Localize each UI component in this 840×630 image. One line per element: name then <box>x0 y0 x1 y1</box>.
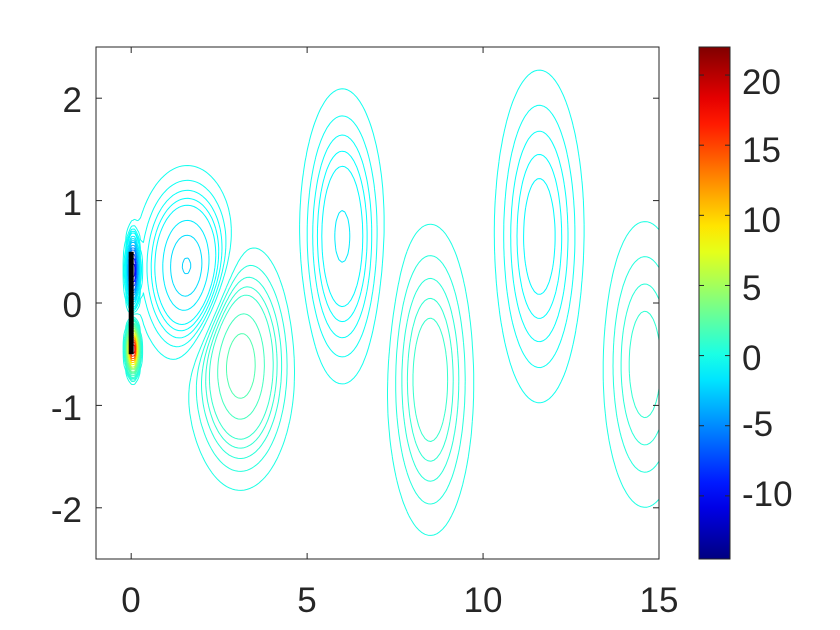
x-tick-label: 0 <box>121 581 140 620</box>
contour-line <box>123 104 576 369</box>
y-tick-label: -2 <box>51 491 82 530</box>
colorbar-tick-label: 0 <box>742 339 761 378</box>
contour-line <box>123 276 659 482</box>
colorbar <box>698 46 731 560</box>
x-tick-label: 15 <box>640 581 679 620</box>
y-tick-label: 0 <box>63 286 82 325</box>
contour-lines <box>122 69 659 536</box>
y-tick-label: 1 <box>63 184 82 223</box>
y-tick-label: -1 <box>51 389 82 428</box>
contour-line <box>122 221 659 536</box>
contour-line <box>125 313 265 420</box>
contour-line <box>122 69 585 404</box>
colorbar-tick-label: 20 <box>742 63 781 102</box>
colorbar-tick-label: 5 <box>742 269 761 308</box>
y-tick-label: 2 <box>63 81 82 120</box>
contour-line <box>124 294 449 442</box>
contour-line <box>125 150 563 332</box>
x-tick-label: 5 <box>297 581 316 620</box>
colorbar-ticks <box>699 74 730 497</box>
colorbar-tick-label: 10 <box>742 201 781 240</box>
contour-line <box>123 255 659 505</box>
x-tick-label: 10 <box>464 581 503 620</box>
colorbar-tick-label: 15 <box>742 131 781 170</box>
contour-line <box>125 165 556 325</box>
colorbar-tick-label: -10 <box>742 475 793 514</box>
axis-ticks <box>96 47 660 559</box>
contour-line <box>124 130 569 343</box>
colorbar-tick-label: -5 <box>742 405 773 444</box>
